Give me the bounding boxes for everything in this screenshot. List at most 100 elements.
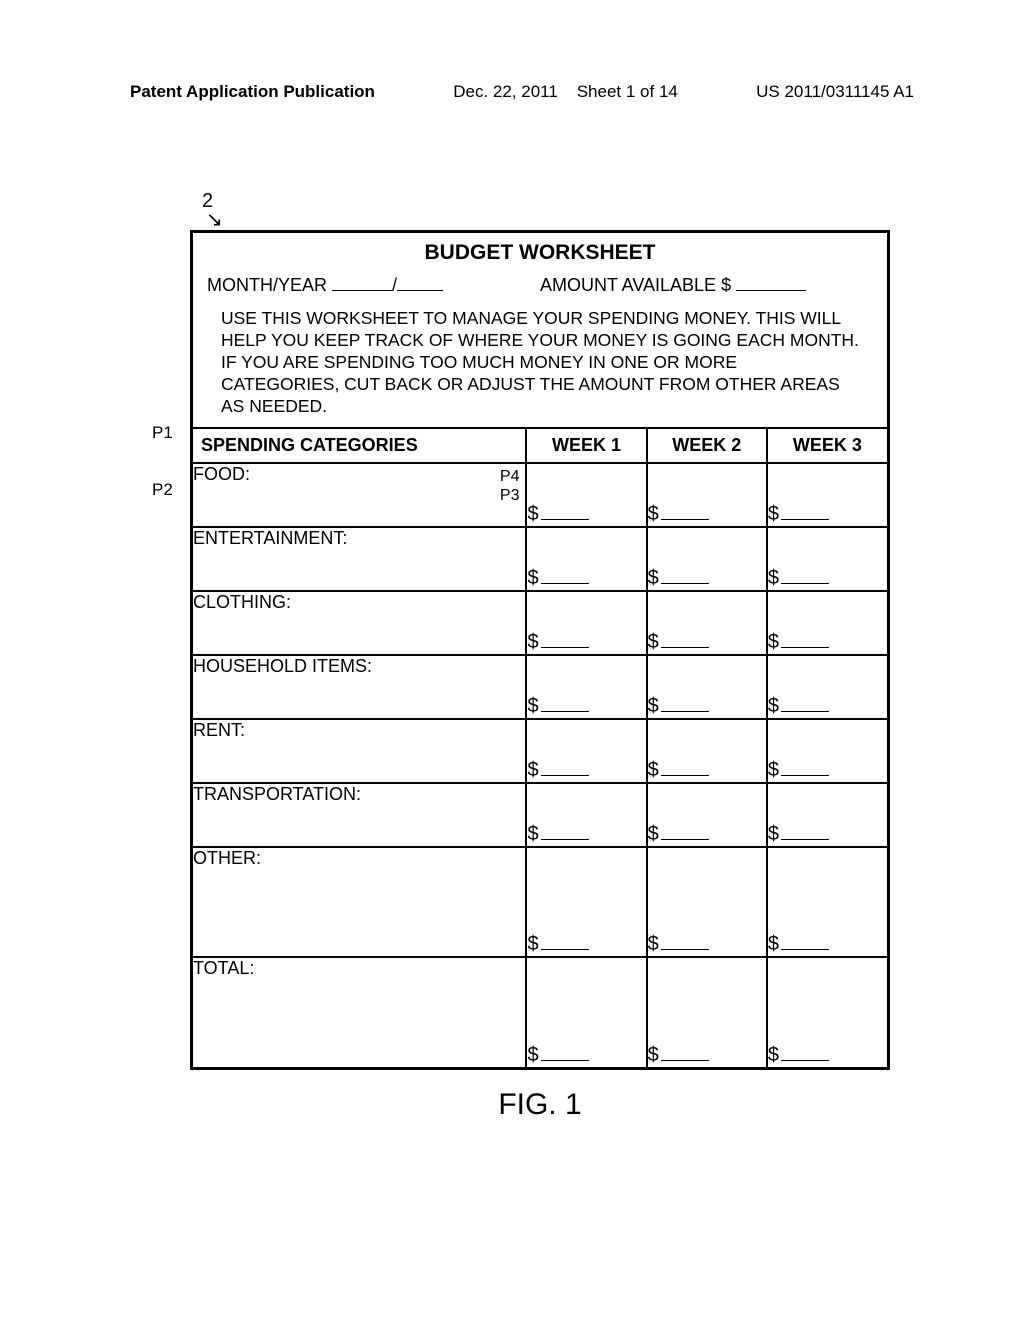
dollar-sign: $	[527, 933, 538, 955]
category-label: TRANSPORTATION:	[193, 784, 361, 804]
amount-blank-line	[661, 634, 709, 648]
amount-cell: $	[767, 783, 887, 847]
amount-cell: $	[526, 783, 646, 847]
month-year-field: MONTH/YEAR /	[207, 275, 540, 296]
amount-cell: $	[526, 527, 646, 591]
reference-numeral-2: 2 ↘	[202, 190, 219, 223]
amount-blank-line	[661, 826, 709, 840]
dollar-sign: $	[648, 1044, 659, 1066]
amount-cell: $	[526, 719, 646, 783]
amount-blank-line	[781, 762, 829, 776]
month-year-label: MONTH/YEAR	[207, 275, 327, 295]
amount-cell: $	[526, 463, 646, 527]
header-mid: Dec. 22, 2011 Sheet 1 of 14	[375, 82, 756, 102]
amount-cell: $	[647, 463, 767, 527]
header-left: Patent Application Publication	[130, 82, 375, 102]
dollar-sign: $	[527, 1044, 538, 1066]
dollar-sign: $	[768, 503, 779, 525]
amount-blank-line	[781, 826, 829, 840]
worksheet-table: SPENDING CATEGORIES WEEK 1 WEEK 2 WEEK 3…	[193, 427, 887, 1067]
category-label: OTHER:	[193, 848, 261, 868]
worksheet-meta-row: MONTH/YEAR / AMOUNT AVAILABLE $	[193, 271, 887, 302]
header-sheet: Sheet 1 of 14	[577, 82, 678, 101]
table-row: HOUSEHOLD ITEMS:$$$	[193, 655, 887, 719]
category-label: HOUSEHOLD ITEMS:	[193, 656, 372, 676]
amount-blank-line	[781, 698, 829, 712]
dollar-sign: $	[648, 823, 659, 845]
category-label: ENTERTAINMENT:	[193, 528, 347, 548]
dollar-sign: $	[648, 695, 659, 717]
category-cell: TOTAL:	[193, 957, 526, 1067]
amount-cell: $	[526, 957, 646, 1067]
dollar-sign: $	[768, 933, 779, 955]
amount-cell: $	[526, 655, 646, 719]
side-label-p2: P2	[152, 480, 173, 500]
amount-blank	[736, 277, 806, 291]
amount-blank-line	[781, 570, 829, 584]
amount-blank-line	[541, 1047, 589, 1061]
dollar-sign: $	[527, 503, 538, 525]
col-header-week3: WEEK 3	[767, 428, 887, 463]
amount-cell: $	[767, 719, 887, 783]
amount-blank-line	[541, 826, 589, 840]
amount-blank-line	[661, 762, 709, 776]
amount-blank-line	[661, 1047, 709, 1061]
dollar-sign: $	[768, 567, 779, 589]
dollar-sign: $	[768, 631, 779, 653]
amount-blank-line	[541, 634, 589, 648]
dollar-sign: $	[648, 567, 659, 589]
category-cell: HOUSEHOLD ITEMS:	[193, 655, 526, 719]
amount-blank-line	[781, 634, 829, 648]
amount-blank-line	[541, 762, 589, 776]
side-label-p1: P1	[152, 423, 173, 443]
category-cell: OTHER:	[193, 847, 526, 957]
amount-cell: $	[767, 527, 887, 591]
amount-cell: $	[647, 957, 767, 1067]
amount-cell: $	[526, 847, 646, 957]
table-row: OTHER:$$$	[193, 847, 887, 957]
col-header-week2: WEEK 2	[647, 428, 767, 463]
category-cell: FOOD: P4P3	[193, 463, 526, 527]
amount-blank-line	[541, 936, 589, 950]
category-cell: TRANSPORTATION:	[193, 783, 526, 847]
dollar-sign: $	[768, 759, 779, 781]
dollar-sign: $	[648, 759, 659, 781]
year-blank	[397, 277, 443, 291]
amount-cell: $	[647, 847, 767, 957]
amount-blank-line	[661, 506, 709, 520]
category-cell: CLOTHING:	[193, 591, 526, 655]
category-label: CLOTHING:	[193, 592, 291, 612]
amount-label: AMOUNT AVAILABLE $	[540, 275, 731, 295]
category-label: FOOD:	[193, 464, 250, 484]
amount-cell: $	[526, 591, 646, 655]
amount-cell: $	[647, 527, 767, 591]
worksheet-title: BUDGET WORKSHEET	[193, 233, 887, 271]
amount-cell: $	[767, 463, 887, 527]
amount-blank-line	[541, 698, 589, 712]
amount-cell: $	[647, 783, 767, 847]
dollar-sign: $	[768, 823, 779, 845]
amount-cell: $	[767, 655, 887, 719]
table-row: FOOD:P4P3$$$	[193, 463, 887, 527]
category-cell: ENTERTAINMENT:	[193, 527, 526, 591]
point-markers: P4P3	[500, 468, 520, 505]
amount-cell: $	[647, 655, 767, 719]
dollar-sign: $	[527, 823, 538, 845]
budget-worksheet: BUDGET WORKSHEET MONTH/YEAR / AMOUNT AVA…	[190, 230, 890, 1070]
col-header-categories: SPENDING CATEGORIES	[193, 428, 526, 463]
amount-blank-line	[661, 570, 709, 584]
month-blank	[332, 277, 392, 291]
table-row: TRANSPORTATION: $ $ $	[193, 783, 887, 847]
amount-blank-line	[661, 936, 709, 950]
table-row: RENT:$$$	[193, 719, 887, 783]
table-row: CLOTHING:$$$	[193, 591, 887, 655]
amount-blank-line	[541, 506, 589, 520]
page-header: Patent Application Publication Dec. 22, …	[0, 82, 1024, 102]
amount-cell: $	[767, 847, 887, 957]
category-label: RENT:	[193, 720, 245, 740]
worksheet-instructions: USE THIS WORKSHEET TO MANAGE YOUR SPENDI…	[193, 302, 887, 427]
category-cell: RENT:	[193, 719, 526, 783]
table-row: ENTERTAINMENT:$$$	[193, 527, 887, 591]
table-header-row: SPENDING CATEGORIES WEEK 1 WEEK 2 WEEK 3	[193, 428, 887, 463]
amount-cell: $	[647, 719, 767, 783]
